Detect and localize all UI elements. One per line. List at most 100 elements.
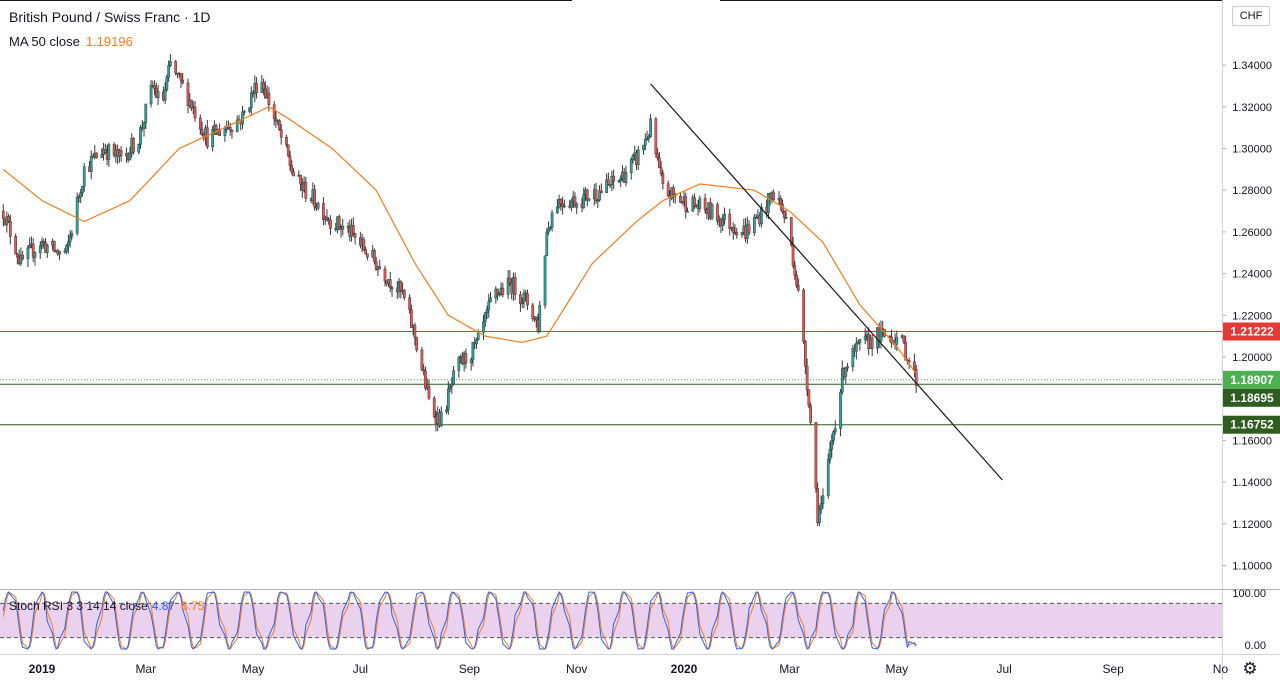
candle-body [457, 357, 461, 371]
x-tick-label: No [1213, 662, 1229, 676]
candle-body [487, 301, 491, 311]
candle-body [485, 309, 489, 314]
candle-body [67, 241, 70, 246]
candle-body [286, 144, 290, 157]
candle-body [680, 201, 684, 203]
candle-body [791, 244, 795, 266]
x-tick-label: May [242, 662, 265, 676]
candle-body [802, 289, 805, 342]
candle-body [698, 198, 702, 210]
candle-body [483, 312, 487, 322]
candle-body [290, 165, 294, 172]
candle-body [1, 210, 5, 219]
candle-body [190, 99, 193, 109]
y-tick-label: 1.14000 [1232, 477, 1272, 489]
candle-body [654, 118, 658, 155]
candle-body [782, 211, 786, 218]
candle-body [139, 127, 142, 145]
candle-body [913, 361, 916, 370]
candle-body [272, 104, 276, 120]
stoch-k-line [2, 590, 917, 650]
candle-body [508, 277, 512, 284]
candle-body [153, 85, 156, 90]
candle-body [299, 174, 302, 185]
candle-body [446, 388, 450, 411]
candle-body [313, 189, 316, 208]
y-tick-label: 1.32000 [1232, 102, 1272, 114]
candle-body [450, 383, 454, 387]
level-price-tag [1223, 370, 1280, 389]
candle-body [235, 119, 239, 132]
candle-body [819, 503, 823, 510]
candle-body [784, 217, 788, 219]
candle-body [645, 138, 649, 140]
candle-body [482, 321, 485, 333]
candle-body [242, 111, 246, 113]
candle-body [735, 232, 739, 236]
candle-body [163, 89, 167, 101]
candle-body [548, 227, 552, 229]
x-tick-label: Jul [353, 662, 368, 676]
currency-button[interactable]: CHF [1232, 6, 1270, 26]
candle-body [863, 335, 867, 340]
candle-body [617, 180, 621, 182]
x-tick-label: Jul [996, 662, 1011, 676]
candle-body [807, 389, 811, 406]
candle-body [656, 153, 659, 159]
candle-body [672, 187, 675, 195]
level-price-label: 1.21222 [1230, 325, 1274, 339]
gear-icon[interactable]: ⚙ [1242, 659, 1258, 678]
candle-body [8, 221, 12, 237]
candle-body [796, 285, 800, 291]
candle-body [63, 250, 67, 253]
candle-body [45, 244, 49, 253]
candle-body [77, 196, 81, 199]
candle-body [793, 265, 797, 276]
candle-body [747, 224, 751, 233]
level-price-label: 1.18695 [1230, 391, 1274, 405]
candle-body [839, 391, 842, 429]
candle-body [804, 341, 807, 367]
stoch-k-value: 4.87 [151, 599, 176, 613]
candle-body [364, 249, 367, 255]
candle-body [267, 92, 271, 106]
candle-body [561, 203, 564, 207]
candle-body [573, 196, 577, 208]
candle-body [598, 190, 601, 201]
level-price-label: 1.18907 [1230, 373, 1274, 387]
candle-body [805, 365, 809, 391]
candle-body [179, 73, 183, 81]
candle-body [522, 292, 526, 303]
candle-body [28, 245, 32, 249]
candle-body [629, 159, 633, 174]
candle-body [132, 137, 135, 153]
candle-body [346, 225, 350, 228]
candle-body [144, 103, 148, 123]
candle-body [200, 128, 204, 135]
candle-body [408, 297, 411, 310]
candle-body [575, 203, 579, 208]
candle-body [174, 61, 178, 74]
candle-body [424, 370, 427, 389]
candle-body [545, 231, 549, 256]
y-tick-label: 1.20000 [1232, 352, 1272, 364]
candle-body [659, 167, 663, 174]
x-tick-label: Mar [779, 662, 800, 676]
candle-body [879, 328, 883, 342]
candle-body [316, 203, 320, 209]
candle-body [21, 254, 25, 260]
candle-body [826, 459, 830, 496]
candle-body [844, 367, 848, 377]
candle-body [693, 197, 696, 207]
candle-body [119, 150, 123, 156]
candle-body [772, 192, 776, 200]
candle-body [181, 79, 185, 84]
candle-body [846, 366, 849, 369]
candle-body [582, 193, 586, 208]
candle-body [38, 245, 42, 254]
candle-body [274, 118, 278, 122]
candle-body [585, 189, 589, 201]
candle-body [686, 210, 689, 213]
